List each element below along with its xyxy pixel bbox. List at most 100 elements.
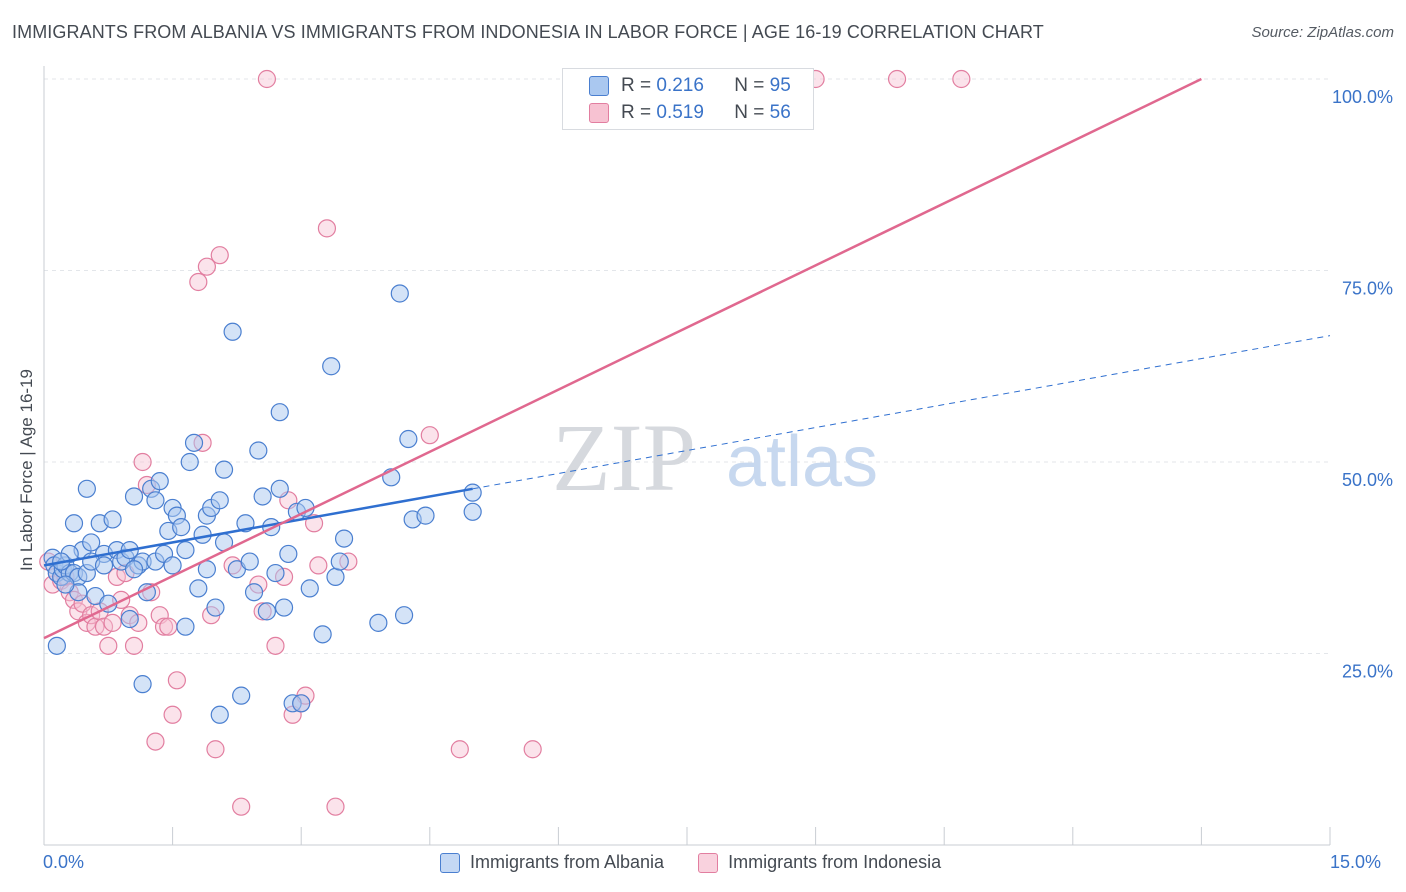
indonesia-r-value: 0.519 — [656, 102, 704, 123]
albania-point — [120, 609, 139, 629]
indonesia-point — [167, 671, 186, 690]
albania-point — [300, 579, 319, 598]
source-label: Source: ZipAtlas.com — [1251, 24, 1394, 41]
albania-point — [279, 544, 298, 564]
trend-lines — [43, 77, 1331, 640]
albania-n-label: N = — [734, 75, 765, 96]
albania-point — [463, 502, 482, 521]
indonesia-swatch — [589, 103, 609, 123]
x-tick-label-min: 0.0% — [43, 852, 85, 872]
indonesia-point — [197, 257, 216, 276]
albania-point — [64, 514, 84, 533]
indonesia-trend-line — [43, 77, 1202, 640]
albania-point — [133, 675, 152, 694]
albania-point — [206, 598, 225, 617]
indonesia-point — [952, 69, 971, 89]
albania-point — [270, 479, 289, 498]
albania-point — [184, 433, 204, 452]
albania-point — [94, 556, 114, 575]
correlation-legend: R = 0.216 N = 95 R = 0.519 N = 56 — [562, 68, 814, 130]
albania-point — [232, 686, 251, 705]
legend-item-albania[interactable]: Immigrants from Albania — [440, 852, 664, 873]
albania-point — [223, 322, 242, 341]
albania-r-value: 0.216 — [656, 75, 704, 96]
albania-point — [189, 579, 208, 598]
albania-point — [240, 552, 259, 571]
albania-point — [394, 606, 414, 625]
albania-point — [146, 491, 165, 510]
indonesia-point — [523, 740, 542, 759]
albania-point — [150, 472, 169, 491]
chart-title: IMMIGRANTS FROM ALBANIA VS IMMIGRANTS FR… — [12, 22, 1044, 42]
indonesia-point — [133, 452, 152, 472]
albania-point — [124, 487, 144, 506]
indonesia-point — [94, 617, 114, 636]
indonesia-point — [420, 426, 439, 445]
albania-point — [172, 518, 191, 537]
indonesia-point — [266, 636, 285, 655]
albania-n-value: 95 — [769, 75, 791, 96]
albania-point — [292, 694, 311, 713]
albania-trend-extension — [472, 335, 1331, 490]
indonesia-point — [154, 617, 174, 636]
series-legend: Immigrants from Albania Immigrants from … — [440, 852, 963, 873]
albania-point — [334, 529, 354, 548]
y-tick-label-2: 75.0% — [1342, 279, 1393, 299]
albania-point — [210, 491, 229, 510]
indonesia-point — [124, 636, 144, 655]
albania-point — [210, 705, 229, 724]
albania-legend-swatch — [440, 852, 460, 873]
albania-point — [103, 510, 122, 529]
albania-point — [77, 479, 96, 498]
indonesia-point — [159, 617, 178, 636]
indonesia-point — [163, 705, 182, 724]
albania-point — [249, 441, 268, 460]
watermark-atlas: atlas — [726, 422, 878, 502]
albania-point — [270, 403, 289, 422]
albania-point — [163, 556, 182, 575]
albania-point — [47, 636, 66, 655]
albania-point — [257, 602, 277, 621]
legend-label-indonesia: Immigrants from Indonesia — [728, 852, 942, 872]
axes — [43, 66, 1331, 846]
series-albania-points — [43, 284, 482, 724]
y-tick-label-3: 100.0% — [1332, 87, 1393, 107]
indonesia-point — [99, 636, 118, 655]
legend-label-albania: Immigrants from Albania — [470, 852, 665, 872]
y-tick-label-1: 50.0% — [1342, 470, 1393, 490]
legend-item-indonesia[interactable]: Immigrants from Indonesia — [698, 852, 941, 873]
albania-point — [313, 625, 332, 644]
indonesia-point — [450, 740, 469, 759]
albania-trend-line — [43, 487, 473, 567]
albania-point — [322, 357, 341, 376]
albania-point — [180, 452, 199, 472]
albania-point — [244, 583, 264, 602]
indonesia-point — [206, 740, 225, 759]
albania-point — [326, 567, 345, 587]
legend-row-indonesia: R = 0.519 N = 56 — [589, 102, 791, 124]
indonesia-point — [210, 246, 229, 265]
albania-point — [390, 284, 409, 303]
watermark-zip: ZIP — [552, 404, 696, 511]
indonesia-point — [146, 732, 165, 751]
indonesia-n-value: 56 — [769, 102, 791, 123]
indonesia-point — [309, 556, 328, 575]
indonesia-legend-swatch — [698, 852, 719, 873]
indonesia-point — [317, 219, 337, 238]
albania-point — [82, 533, 101, 552]
albania-point — [56, 575, 75, 594]
albania-point — [214, 460, 234, 479]
indonesia-point — [257, 69, 277, 89]
indonesia-point — [232, 797, 251, 816]
y-tick-labels: 25.0% 50.0% 75.0% 100.0% — [1332, 87, 1393, 682]
albania-point — [369, 613, 388, 632]
albania-point — [274, 598, 294, 617]
albania-point — [463, 483, 482, 502]
albania-swatch — [589, 76, 609, 96]
legend-row-albania: R = 0.216 N = 95 — [589, 75, 791, 97]
indonesia-point — [189, 272, 208, 292]
indonesia-n-label: N = — [734, 102, 765, 123]
albania-point — [176, 540, 195, 560]
indonesia-r-label: R = — [621, 102, 652, 123]
